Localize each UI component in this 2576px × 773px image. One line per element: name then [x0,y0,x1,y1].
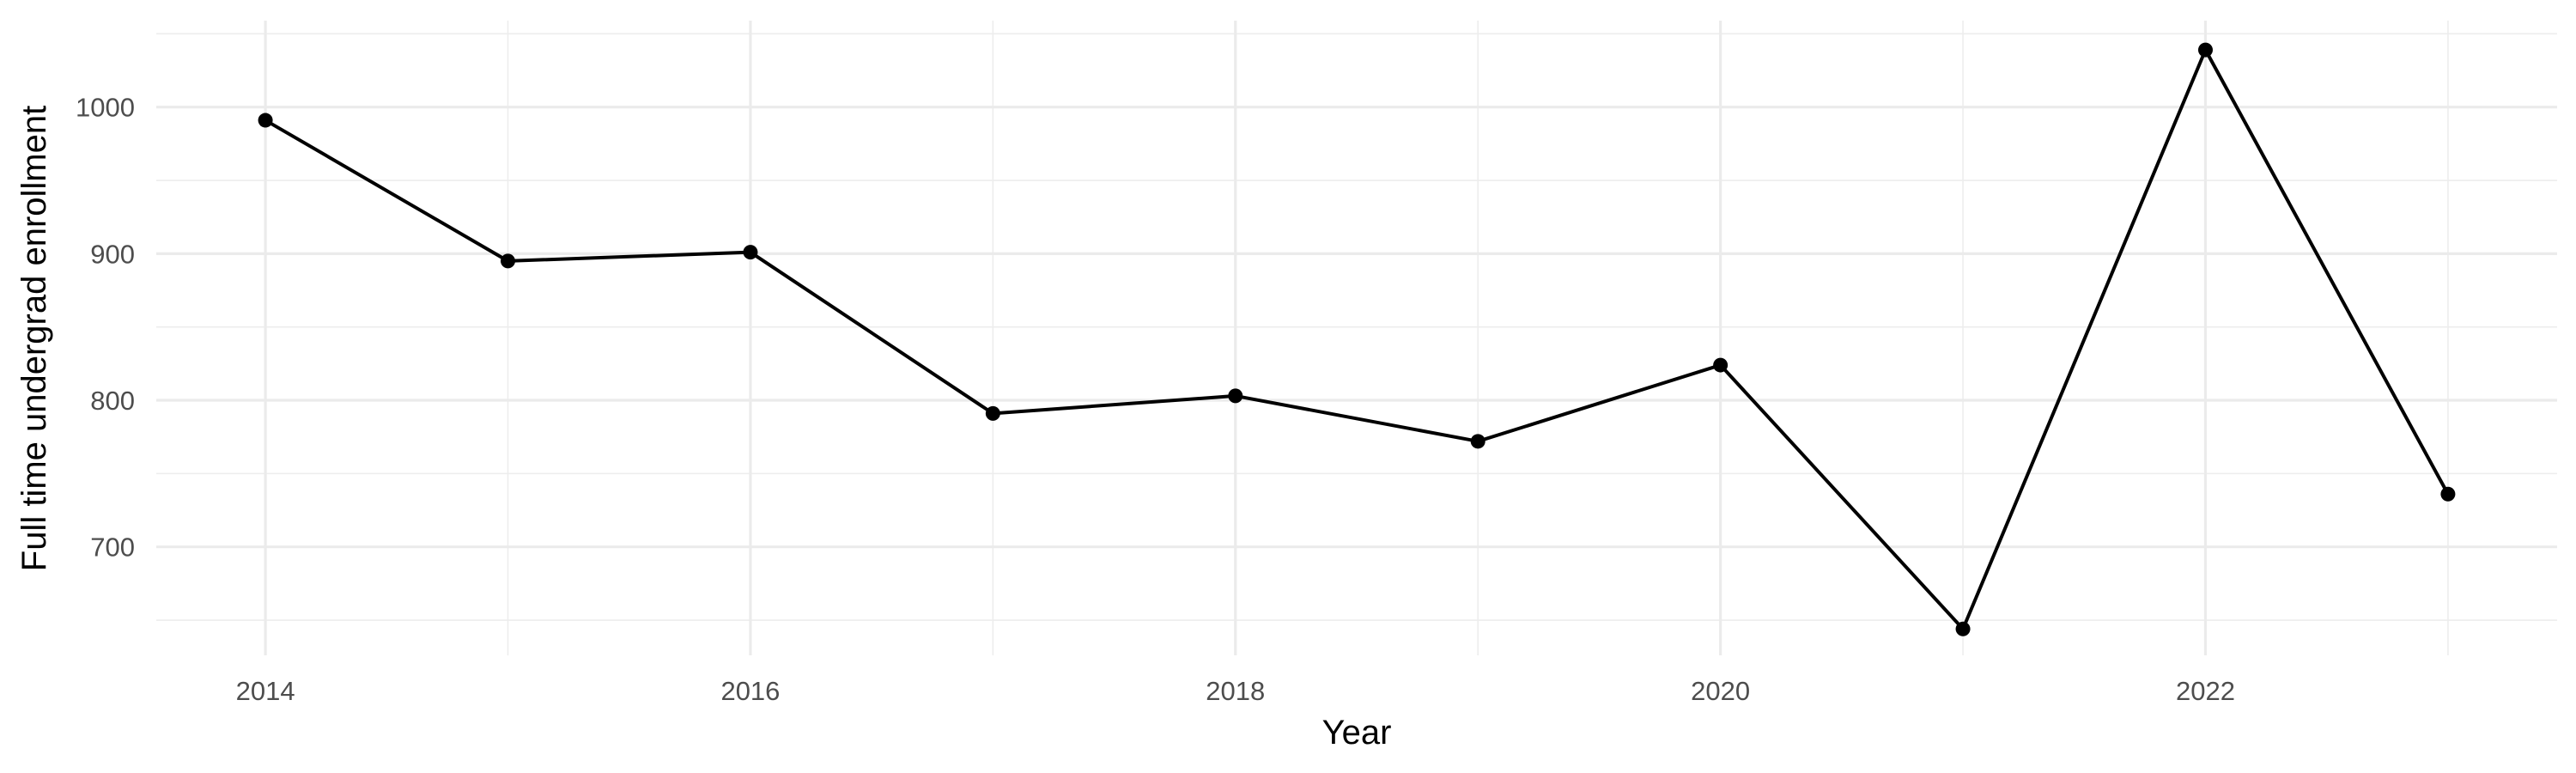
data-point [1955,621,1971,636]
x-tick-label: 2016 [720,676,780,706]
data-point [258,113,273,128]
data-point [2197,42,2213,58]
x-tick-label: 2018 [1206,676,1265,706]
y-tick-label: 900 [90,239,135,269]
x-tick-label: 2014 [236,676,295,706]
data-point [1713,357,1728,373]
data-point [743,245,758,260]
x-tick-label: 2020 [1691,676,1750,706]
data-point [2440,486,2456,502]
y-tick-label: 800 [90,386,135,416]
data-point [1228,388,1243,404]
y-tick-label: 1000 [76,93,135,123]
x-tick-label: 2022 [2176,676,2235,706]
data-point [501,253,516,269]
trend-line [264,48,2450,631]
y-tick-label: 700 [90,533,135,563]
y-axis-title: Full time undergrad enrollment [15,105,53,572]
data-point [985,405,1000,421]
x-axis-title: Year [1321,714,1392,752]
data-point [1470,434,1485,449]
